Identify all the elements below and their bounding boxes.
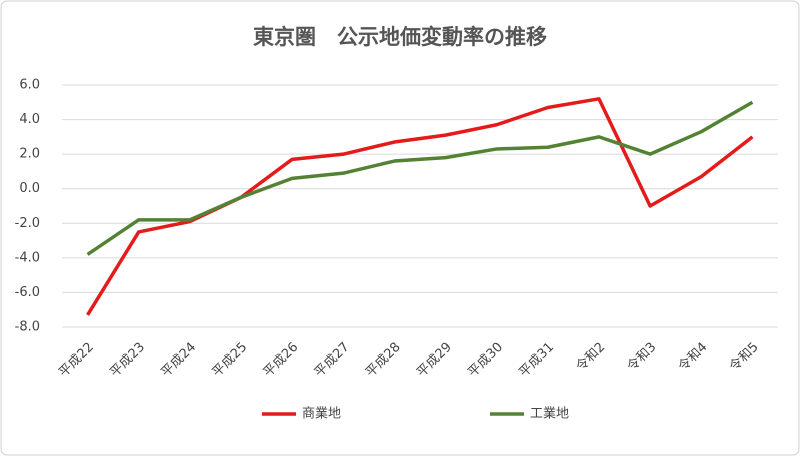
y-tick-label: 4.0 bbox=[19, 112, 40, 127]
legend-label: 商業地 bbox=[302, 406, 341, 422]
y-tick-label: 6.0 bbox=[19, 78, 40, 93]
y-tick-label: -2.0 bbox=[15, 216, 40, 231]
y-tick-label: 2.0 bbox=[19, 147, 40, 162]
y-tick-label: -4.0 bbox=[15, 250, 40, 265]
legend-label: 工業地 bbox=[530, 406, 569, 422]
series-line bbox=[86, 100, 754, 256]
y-tick-label: -8.0 bbox=[15, 320, 40, 335]
y-tick-label: 0.0 bbox=[19, 181, 40, 196]
y-tick-label: -6.0 bbox=[15, 285, 40, 300]
chart-title: 東京圏 公示地価変動率の推移 bbox=[253, 25, 547, 49]
